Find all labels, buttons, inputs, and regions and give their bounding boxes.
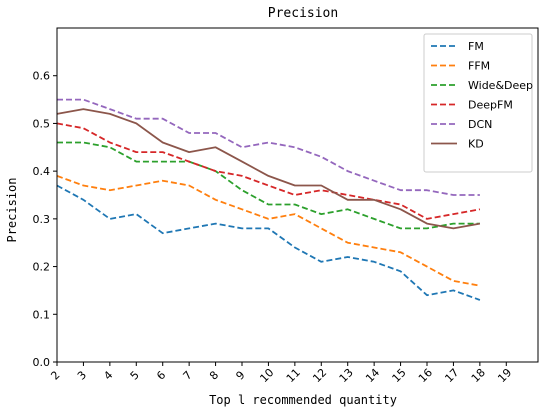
series-line-fm [56,184,481,301]
x-tick-label: 12 [310,366,329,385]
series-line-kd [56,108,481,230]
legend-label: DeepFM [468,99,513,112]
series-line-ffm [56,175,481,287]
plot-frame [56,27,539,363]
x-tick-label: 19 [495,366,514,385]
legend-label: KD [468,138,484,151]
x-tick-label: 9 [233,368,247,382]
legend: FM FFM Wide&Deep DeepFM DCN KD [423,33,533,173]
y-tick-label: 0.2 [33,261,51,274]
y-axis: 0.0 0.1 0.2 0.3 0.4 0.5 0.6 [33,70,57,369]
x-tick-label: 14 [363,366,382,385]
x-tick-label: 15 [390,366,409,385]
series-line-wide-deep [57,141,480,230]
plot-area [56,98,481,301]
y-tick-label: 0.1 [33,308,51,321]
legend-label: DCN [468,118,492,131]
y-tick-label: 0.5 [33,117,51,130]
y-tick-label: 0.4 [33,165,51,178]
y-axis-label: Precision [5,177,19,242]
series-line-dcn [57,98,480,196]
x-axis-label: Top l recommended quantity [209,393,397,407]
x-tick-label: 3 [75,368,89,382]
legend-label: Wide&Deep [468,79,533,92]
legend-box [423,33,533,173]
x-tick-label: 11 [284,366,303,385]
y-tick-label: 0.3 [33,213,51,226]
x-tick-label: 8 [207,368,221,382]
legend-label: FM [468,40,484,53]
x-tick-label: 16 [416,366,435,385]
x-tick-label: 4 [101,368,115,382]
x-tick-label: 13 [337,366,356,385]
x-tick-label: 2 [48,368,62,382]
x-tick-label: 6 [154,368,168,382]
y-tick-label: 0.6 [33,70,51,83]
x-tick-label: 10 [257,366,276,385]
legend-label: FFM [468,60,490,73]
x-tick-label: 5 [128,368,142,382]
x-tick-label: 18 [469,366,488,385]
y-tick-label: 0.0 [33,356,51,369]
series-line-deepfm [56,122,481,220]
x-tick-label: 17 [442,366,461,385]
x-tick-label: 7 [181,368,195,382]
x-axis: 2 3 4 5 6 7 8 9 10 11 12 13 14 15 16 17 18 19 [48,362,514,385]
chart-title: Precision [268,6,338,21]
